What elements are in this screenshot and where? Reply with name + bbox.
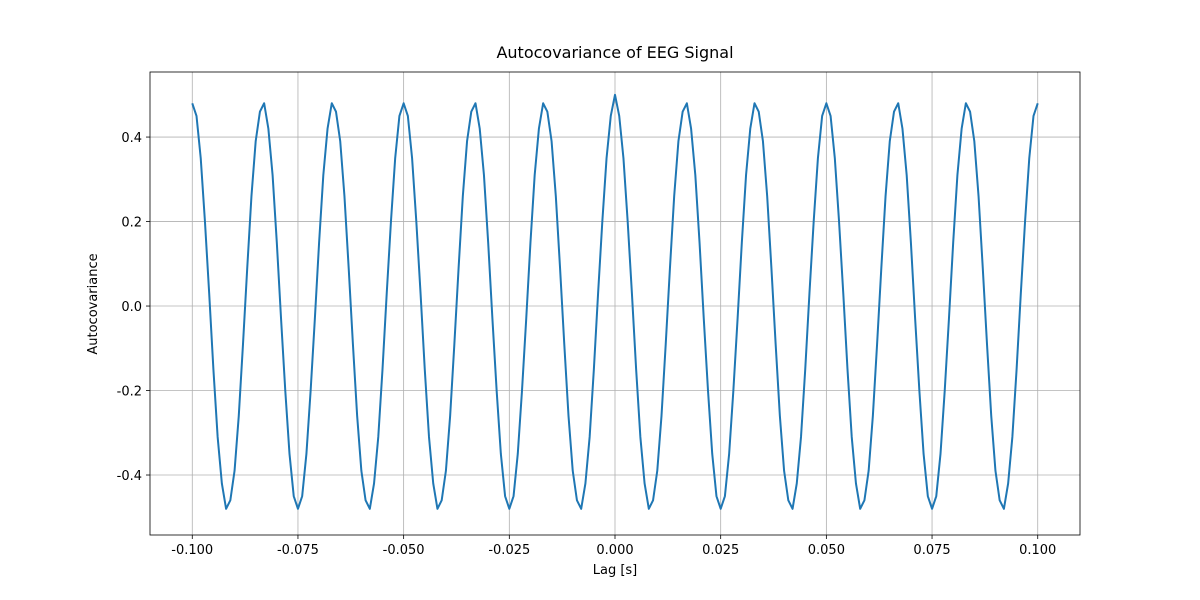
x-tick-label: -0.025 — [488, 543, 530, 558]
plot-frame — [149, 71, 1081, 536]
x-tick-label: 0.100 — [1019, 543, 1056, 558]
x-tick-label: 0.000 — [596, 543, 633, 558]
y-tick-label: 0.0 — [121, 300, 142, 315]
y-axis-label: Autocovariance — [86, 253, 101, 354]
y-tick-label: -0.2 — [117, 385, 142, 400]
x-tick-label: 0.075 — [913, 543, 950, 558]
y-tick-label: -0.4 — [117, 469, 142, 484]
chart-title: Autocovariance of EEG Signal — [496, 43, 733, 62]
x-tick-label: -0.075 — [277, 543, 319, 558]
x-tick-label: 0.050 — [808, 543, 845, 558]
y-tick-label: 0.2 — [121, 216, 142, 231]
x-tick-label: -0.050 — [383, 543, 425, 558]
x-axis-label: Lag [s] — [593, 563, 638, 578]
x-tick-label: 0.025 — [702, 543, 739, 558]
y-tick-label: 0.4 — [121, 131, 142, 146]
x-tick-label: -0.100 — [171, 543, 213, 558]
data-line — [191, 93, 1039, 510]
